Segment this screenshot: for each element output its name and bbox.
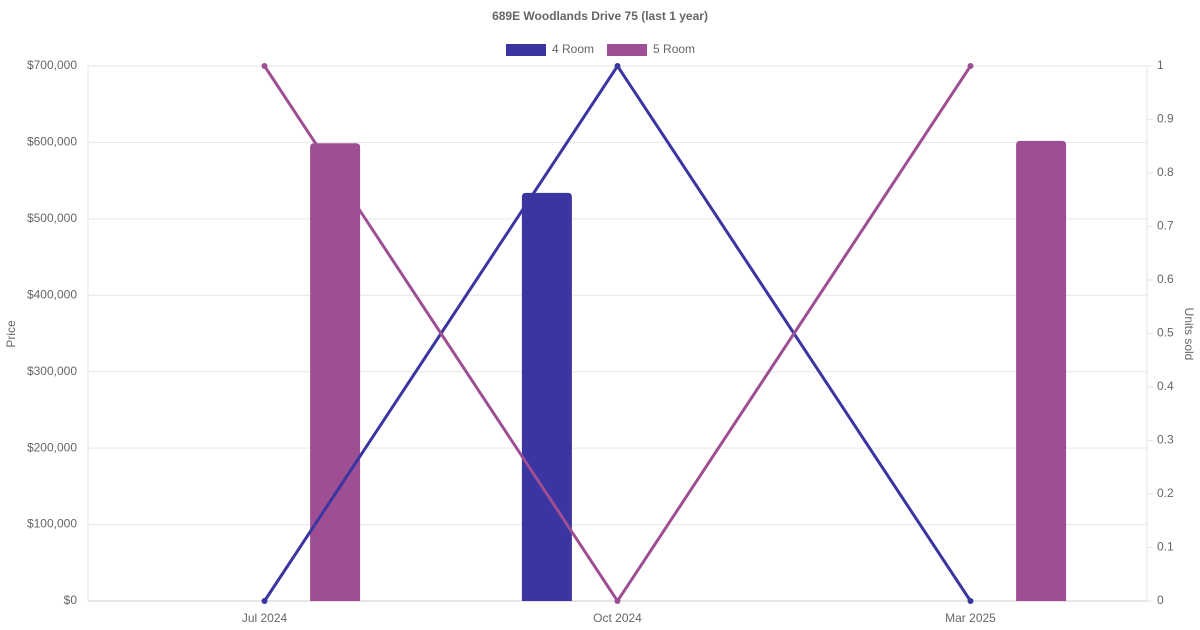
legend-swatch[interactable]	[506, 44, 546, 56]
y2-tick-label: 0.8	[1157, 165, 1174, 179]
x-tick-label: Mar 2025	[945, 611, 996, 625]
y2-tick-label: 0.7	[1157, 219, 1174, 233]
line	[263, 63, 972, 602]
y2-tick-label: 0.3	[1157, 433, 1174, 447]
chart-title: 689E Woodlands Drive 75 (last 1 year)	[492, 9, 708, 23]
y2-tick-label: 0.2	[1157, 486, 1174, 500]
line-point	[967, 63, 974, 69]
line	[263, 65, 972, 604]
y-tick-label: $600,000	[27, 135, 77, 149]
y-axis-title: Price	[4, 320, 18, 348]
legend-label[interactable]: 4 Room	[552, 42, 594, 56]
bar	[310, 143, 361, 601]
y-tick-label: $200,000	[27, 440, 77, 454]
line-point	[967, 598, 974, 604]
line-point	[614, 598, 621, 604]
y2-tick-label: 0	[1157, 593, 1164, 607]
y-tick-label: $400,000	[27, 287, 77, 301]
y-tick-label: $300,000	[27, 364, 77, 378]
bar	[1016, 140, 1067, 601]
legend-swatch[interactable]	[607, 44, 648, 56]
x-tick-label: Oct 2024	[593, 611, 642, 625]
y2-tick-label: 0.6	[1157, 272, 1174, 286]
bar	[521, 192, 572, 601]
y-tick-label: $500,000	[27, 211, 77, 225]
y-tick-label: $0	[64, 593, 78, 607]
line-point	[614, 63, 621, 69]
y2-axis-title: Units sold	[1182, 308, 1196, 361]
legend-label[interactable]: 5 Room	[653, 42, 695, 56]
y2-tick-label: 0.9	[1157, 112, 1174, 126]
y-tick-label: $100,000	[27, 517, 77, 531]
y2-tick-label: 0.4	[1157, 379, 1174, 393]
y-tick-label: $700,000	[27, 58, 77, 72]
y2-tick-label: 1	[1157, 58, 1164, 72]
line-point	[261, 63, 268, 69]
line-point	[261, 598, 268, 604]
y2-tick-label: 0.1	[1157, 540, 1174, 554]
y2-tick-label: 0.5	[1157, 326, 1174, 340]
x-tick-label: Jul 2024	[242, 611, 288, 625]
